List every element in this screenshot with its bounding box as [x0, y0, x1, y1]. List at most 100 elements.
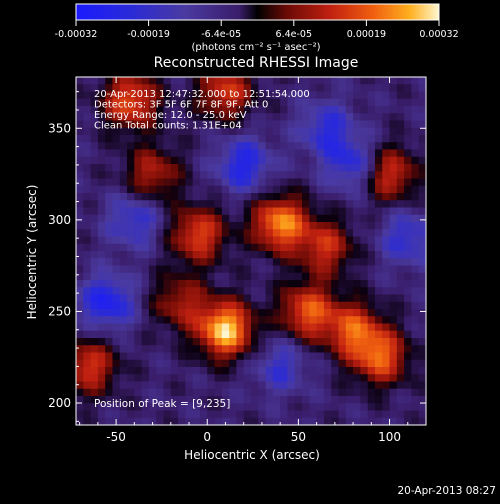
colorbar-tick-label: 0.00032: [419, 29, 458, 40]
heatmap-cell: [243, 287, 252, 295]
heatmap-cell: [97, 251, 106, 259]
heatmap-cell: [141, 323, 150, 332]
heatmap-cell: [382, 417, 390, 426]
heatmap-cell: [404, 287, 412, 295]
heatmap-cell: [156, 251, 164, 259]
heatmap-cell: [360, 251, 369, 259]
heatmap-cell: [83, 396, 91, 404]
heatmap-cell: [207, 258, 215, 266]
heatmap-cell: [323, 410, 332, 419]
heatmap-cell: [280, 374, 288, 382]
heatmap-cell: [265, 323, 274, 332]
heatmap-cell: [90, 149, 99, 158]
heatmap-cell: [141, 98, 150, 107]
heatmap-cell: [156, 410, 164, 419]
heatmap-cell: [119, 222, 128, 230]
heatmap-cell: [112, 352, 121, 361]
heatmap-cell: [207, 272, 215, 281]
heatmap-cell: [163, 352, 172, 361]
heatmap-cell: [127, 98, 135, 107]
heatmap-cell: [156, 236, 164, 245]
heatmap-cell: [83, 98, 91, 107]
heatmap-cell: [83, 171, 91, 179]
heatmap-cell: [229, 171, 237, 179]
heatmap-cell: [163, 243, 172, 252]
heatmap-cell: [367, 345, 376, 353]
heatmap-cell: [207, 127, 215, 136]
heatmap-cell: [90, 98, 99, 107]
heatmap-cell: [338, 367, 347, 375]
heatmap-cell: [185, 338, 194, 346]
heatmap-cell: [221, 287, 230, 295]
heatmap-cell: [90, 374, 99, 382]
heatmap-cell: [323, 193, 332, 201]
heatmap-cell: [389, 294, 398, 303]
heatmap-cell: [309, 106, 318, 114]
heatmap-cell: [163, 251, 172, 259]
heatmap-cell: [396, 287, 405, 295]
heatmap-cell: [199, 77, 208, 85]
heatmap-cell: [97, 91, 106, 100]
heatmap-cell: [360, 200, 369, 208]
heatmap-cell: [353, 135, 361, 143]
colorbar-tick-label: 6.4e-05: [276, 29, 312, 40]
heatmap-cell: [243, 251, 252, 259]
heatmap-cell: [338, 91, 347, 100]
heatmap-cell: [134, 84, 143, 92]
heatmap-cell: [309, 330, 318, 339]
heatmap-cell: [170, 352, 179, 361]
heatmap-cell: [236, 77, 245, 85]
heatmap-cell: [134, 359, 143, 368]
heatmap-cell: [236, 345, 245, 353]
heatmap-cell: [134, 106, 143, 114]
heatmap-cell: [272, 91, 281, 100]
heatmap-cell: [418, 156, 427, 165]
heatmap-cell: [76, 352, 84, 361]
heatmap-cell: [382, 388, 390, 397]
heatmap-cell: [192, 265, 201, 274]
heatmap-cell: [345, 287, 354, 295]
heatmap-cell: [207, 222, 215, 230]
heatmap-cell: [404, 207, 412, 216]
heatmap-cell: [156, 171, 164, 179]
heatmap-cell: [302, 258, 310, 266]
heatmap-cell: [229, 142, 237, 150]
heatmap-cell: [112, 316, 121, 324]
heatmap-cell: [214, 178, 223, 187]
heatmap-cell: [236, 316, 245, 324]
heatmap-cell: [323, 236, 332, 245]
heatmap-cell: [272, 185, 281, 194]
heatmap-cell: [170, 106, 179, 114]
heatmap-cell: [127, 120, 135, 129]
heatmap-cell: [302, 106, 310, 114]
heatmap-cell: [185, 287, 194, 295]
heatmap-cell: [76, 77, 84, 85]
heatmap-cell: [338, 323, 347, 332]
heatmap-cell: [105, 272, 113, 281]
heatmap-cell: [294, 164, 303, 172]
heatmap-cell: [287, 388, 296, 397]
heatmap-cell: [156, 156, 164, 165]
heatmap-cell: [404, 396, 412, 404]
heatmap-cell: [214, 142, 223, 150]
heatmap-cell: [338, 301, 347, 310]
heatmap-cell: [141, 207, 150, 216]
heatmap-cell: [294, 156, 303, 165]
heatmap-cell: [411, 200, 420, 208]
heatmap-cell: [345, 381, 354, 390]
heatmap-cell: [229, 236, 237, 245]
heatmap-cell: [251, 200, 259, 208]
heatmap-cell: [287, 164, 296, 172]
heatmap-cell: [148, 193, 157, 201]
heatmap-cell: [345, 178, 354, 187]
heatmap-cell: [367, 272, 376, 281]
heatmap-cell: [97, 156, 106, 165]
colorbar-ticks: -0.00032 -0.00019 -6.4e-05 6.4e-05 0.00019 0.…: [55, 20, 459, 40]
heatmap-cell: [338, 330, 347, 339]
heatmap-cell: [83, 142, 91, 150]
heatmap-cell: [214, 200, 223, 208]
heatmap-cell: [331, 222, 339, 230]
heatmap-cell: [396, 164, 405, 172]
heatmap-cell: [134, 258, 143, 266]
heatmap-cell: [192, 135, 201, 143]
